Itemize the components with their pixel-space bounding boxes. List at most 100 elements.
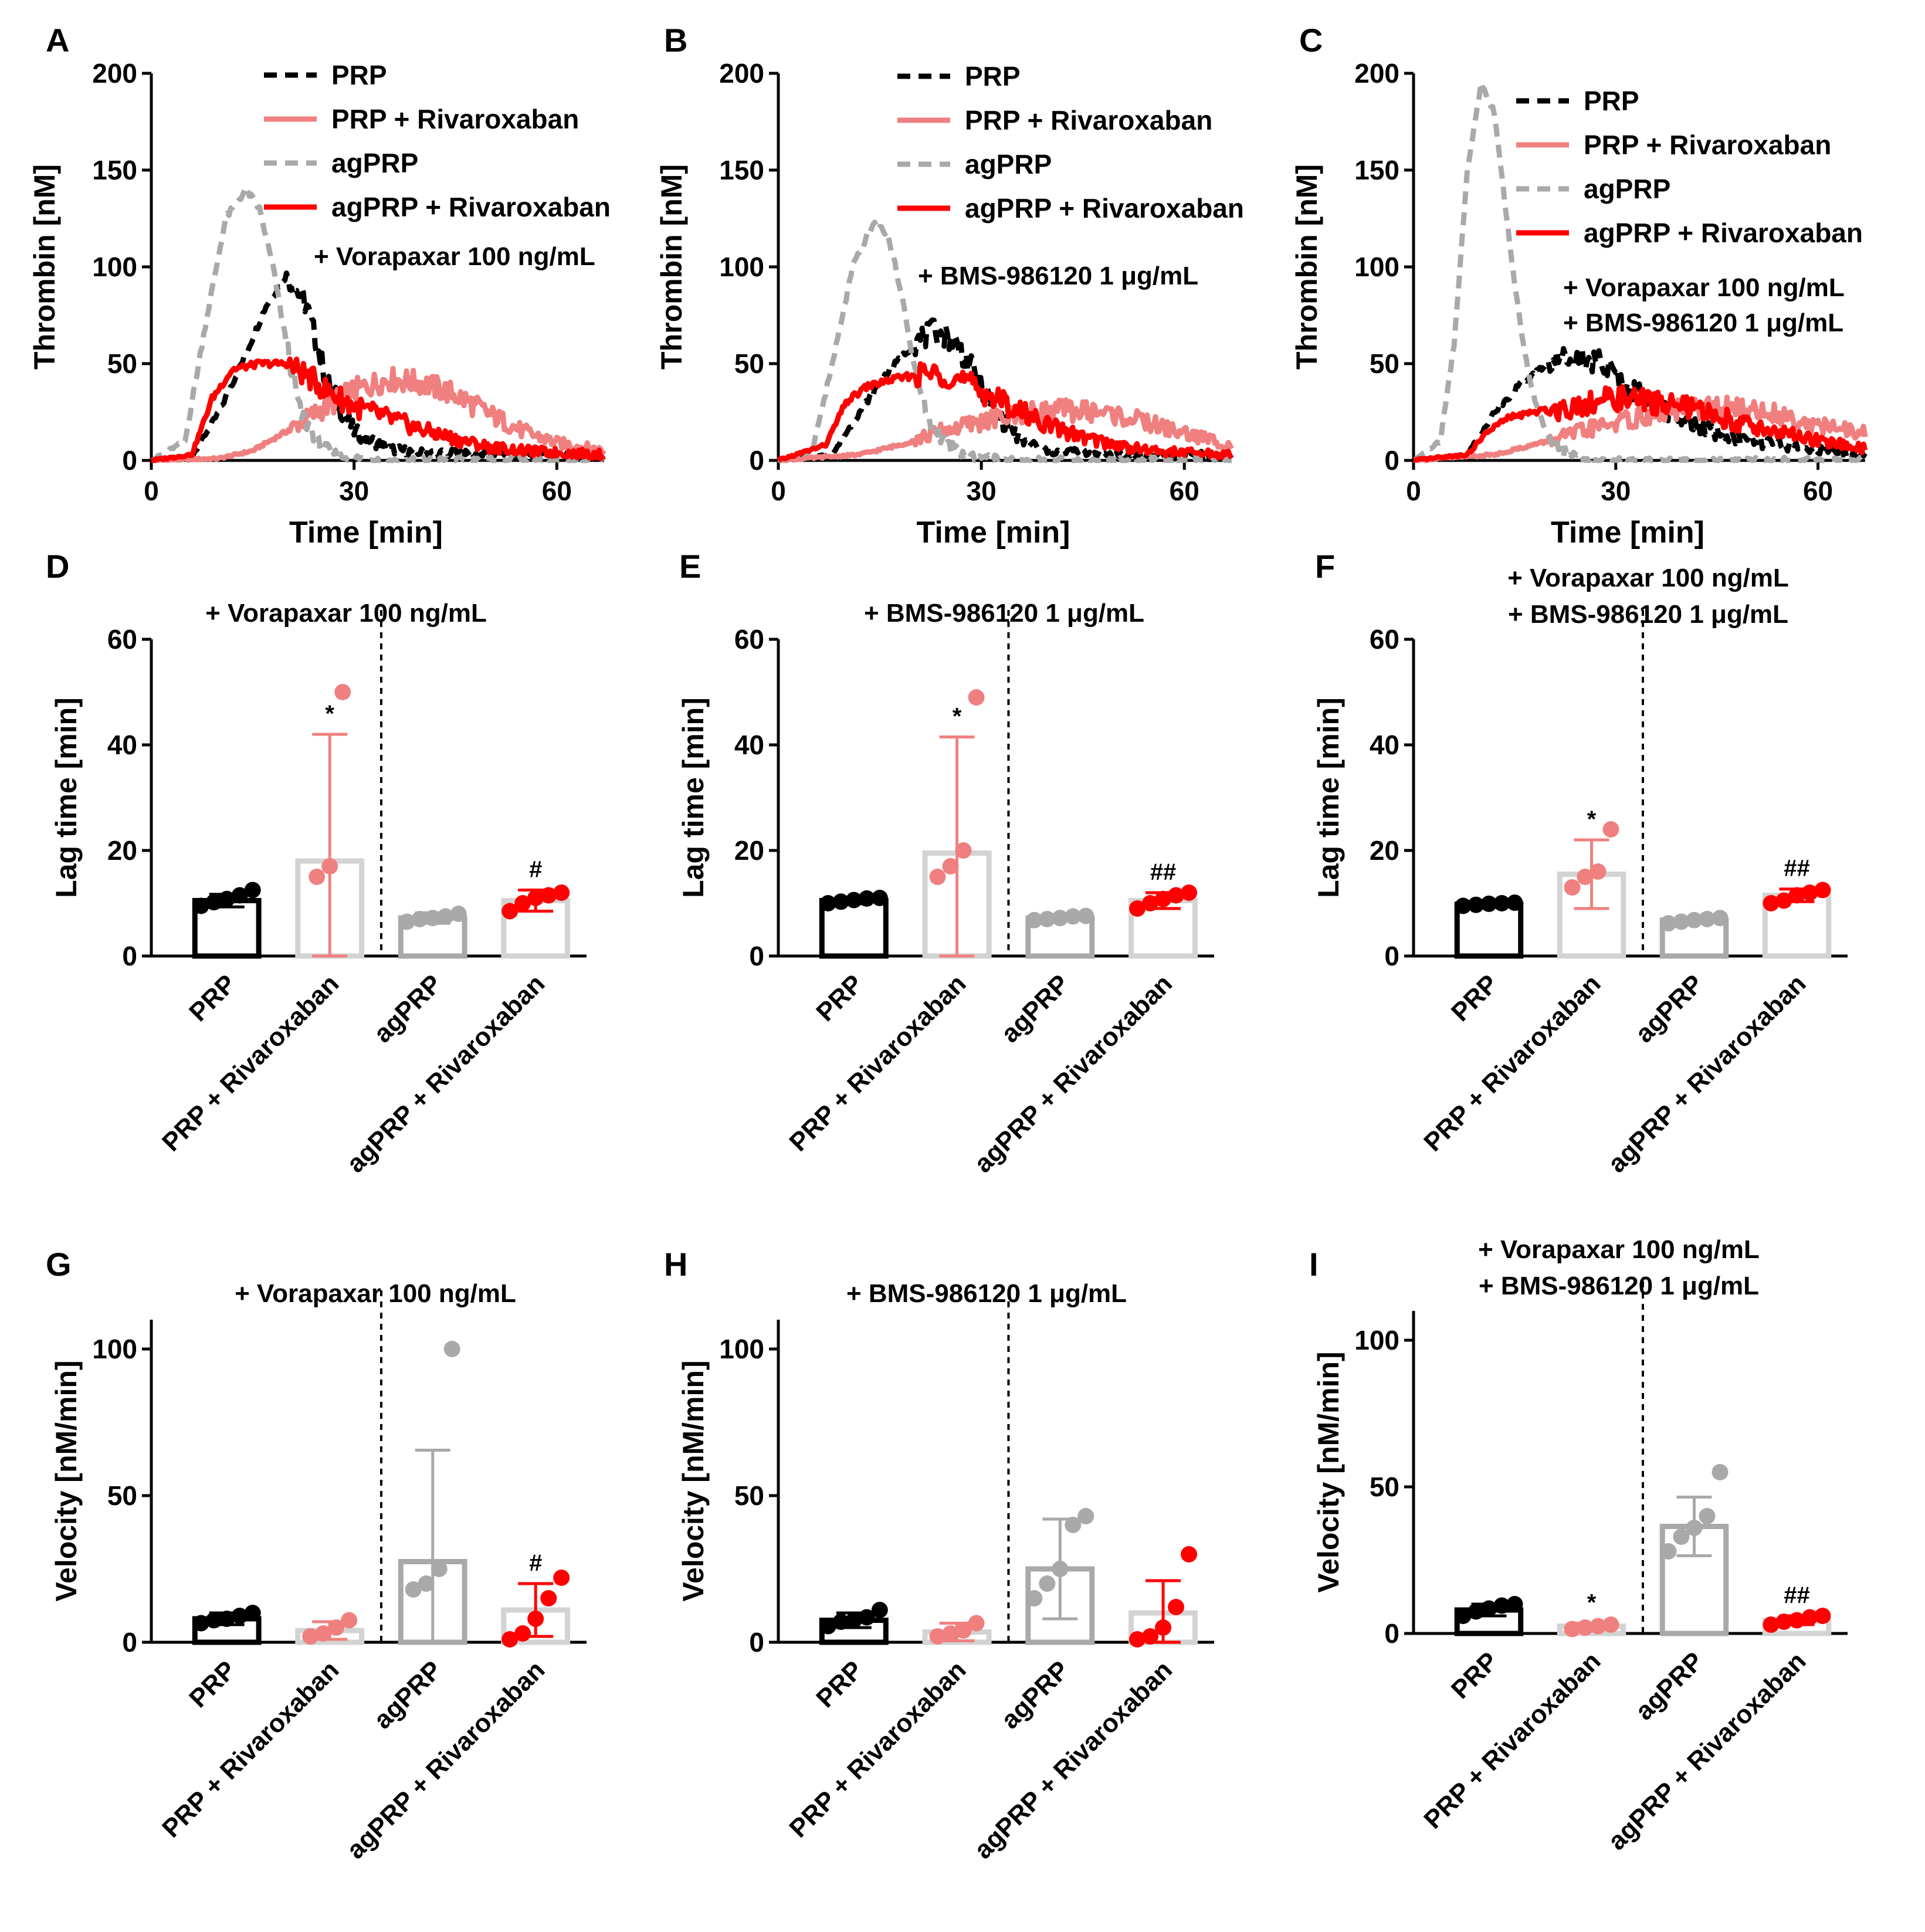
data-point [244, 882, 261, 899]
data-point [845, 1612, 862, 1629]
data-point [553, 1570, 570, 1586]
treatment-title: + Vorapaxar 100 ng/mL [205, 599, 487, 628]
data-point [321, 858, 338, 875]
data-point [540, 887, 557, 904]
data-point [315, 1625, 332, 1642]
significance-marker: * [1587, 806, 1597, 832]
data-point [231, 1608, 248, 1624]
data-point [1129, 900, 1146, 917]
y-tick-label: 60 [734, 624, 764, 655]
treatment-title: + BMS-986120 1 μg/mL [864, 599, 1144, 628]
significance-marker: * [1587, 1590, 1597, 1616]
category-label: PRP [184, 1655, 242, 1713]
data-point [1602, 1616, 1619, 1633]
treatment-title: + BMS-986120 1 μg/mL [1508, 600, 1788, 629]
data-point [501, 1631, 518, 1648]
category-label: PRP + Rivaroxaban [784, 1655, 971, 1843]
x-tick-label: 30 [967, 476, 997, 506]
panel-d: 0 20 40 60 Lag time [min] + Vorapaxar 100 ng/… [50, 599, 587, 1178]
y-tick-label: 100 [1354, 252, 1399, 282]
data-point [1775, 1614, 1792, 1630]
data-point [955, 1622, 972, 1639]
data-point [1026, 1590, 1043, 1606]
panel-letter-a: A [46, 22, 69, 59]
data-point [929, 1628, 946, 1645]
data-point [1077, 1508, 1094, 1524]
series-line-agprp [777, 219, 1233, 463]
category-label: PRP + Rivaroxaban [1418, 1646, 1606, 1834]
treatment-annotation: + BMS-986120 1 μg/mL [918, 262, 1198, 290]
data-point [1181, 884, 1198, 901]
data-point [832, 1614, 849, 1630]
category-label: agPRP + Rivaroxaban [1602, 969, 1812, 1178]
data-point [942, 1625, 959, 1642]
category-label: PRP [1446, 969, 1504, 1027]
data-point [1577, 869, 1594, 885]
data-point [1660, 1543, 1677, 1560]
data-point [1590, 863, 1607, 880]
y-tick-label: 50 [734, 1480, 764, 1511]
x-tick-label: 60 [1803, 476, 1833, 506]
treatment-title: + BMS-986120 1 μg/mL [1479, 1272, 1759, 1300]
data-point [871, 1602, 888, 1618]
panel-i: 0 50 100 Velocity [nM/min] + Vorapaxar 100 n… [1312, 1235, 1848, 1856]
series-line-agprp-rivaroxaban [1412, 384, 1868, 463]
data-point [1168, 1599, 1185, 1615]
data-point [1052, 1561, 1069, 1577]
y-tick-label: 40 [1370, 730, 1399, 760]
data-point [1577, 1619, 1594, 1636]
x-tick-label: 0 [771, 476, 786, 506]
data-point [1660, 915, 1677, 932]
y-tick-label: 0 [122, 941, 137, 971]
data-point [1052, 910, 1069, 927]
y-tick-label: 50 [1370, 1472, 1399, 1502]
y-axis-title: Velocity [nM/min] [1312, 1351, 1345, 1592]
y-axis-title: Velocity [nM/min] [677, 1360, 710, 1601]
data-point [1493, 895, 1510, 911]
y-tick-label: 50 [107, 348, 137, 379]
x-tick-label: 30 [339, 476, 369, 506]
panel-letter-f: F [1315, 548, 1335, 585]
category-label: agPRP [995, 1655, 1075, 1734]
data-point [1077, 907, 1094, 924]
data-point [1506, 894, 1523, 911]
data-point [1602, 821, 1619, 838]
y-tick-label: 0 [1384, 941, 1399, 971]
significance-marker: * [953, 704, 962, 730]
panel-b: 0 50 100 150 200 0 30 60 Time [min] Thrombin [nM]… [655, 58, 1244, 550]
category-label: PRP + Rivaroxaban [784, 969, 971, 1157]
data-point [341, 1612, 358, 1629]
data-point [1712, 910, 1729, 927]
y-tick-label: 50 [107, 1480, 137, 1511]
data-point [1686, 911, 1703, 928]
series-line-agprp-rivaroxaban [150, 356, 606, 463]
data-point [1814, 1608, 1831, 1624]
data-point [968, 1615, 985, 1632]
legend-label: agPRP [965, 149, 1052, 179]
treatment-annotation: + Vorapaxar 100 ng/mL [314, 242, 595, 271]
data-point [1480, 1600, 1497, 1617]
data-point [1455, 1608, 1472, 1624]
series-line-agprp [1412, 79, 1866, 463]
panel-letter-g: G [46, 1246, 72, 1283]
x-axis-title: Time [min] [917, 516, 1070, 550]
y-axis-title: Lag time [min] [50, 697, 83, 898]
data-point [845, 892, 862, 909]
legend-label: PRP [1584, 86, 1639, 116]
data-point [192, 897, 209, 914]
data-point [540, 1590, 557, 1606]
category-label: agPRP [368, 969, 448, 1048]
x-tick-label: 60 [542, 476, 572, 506]
series-line-prp-rivaroxaban [1412, 394, 1868, 463]
category-label: PRP [184, 969, 242, 1027]
data-point [1788, 887, 1805, 904]
y-tick-label: 50 [1370, 348, 1399, 379]
data-point [819, 1618, 836, 1635]
significance-marker: ## [1150, 859, 1177, 885]
data-point [1699, 1508, 1716, 1524]
y-tick-label: 150 [92, 155, 137, 185]
y-tick-label: 200 [719, 58, 764, 89]
data-point [1673, 1528, 1690, 1545]
y-tick-label: 150 [719, 155, 764, 185]
